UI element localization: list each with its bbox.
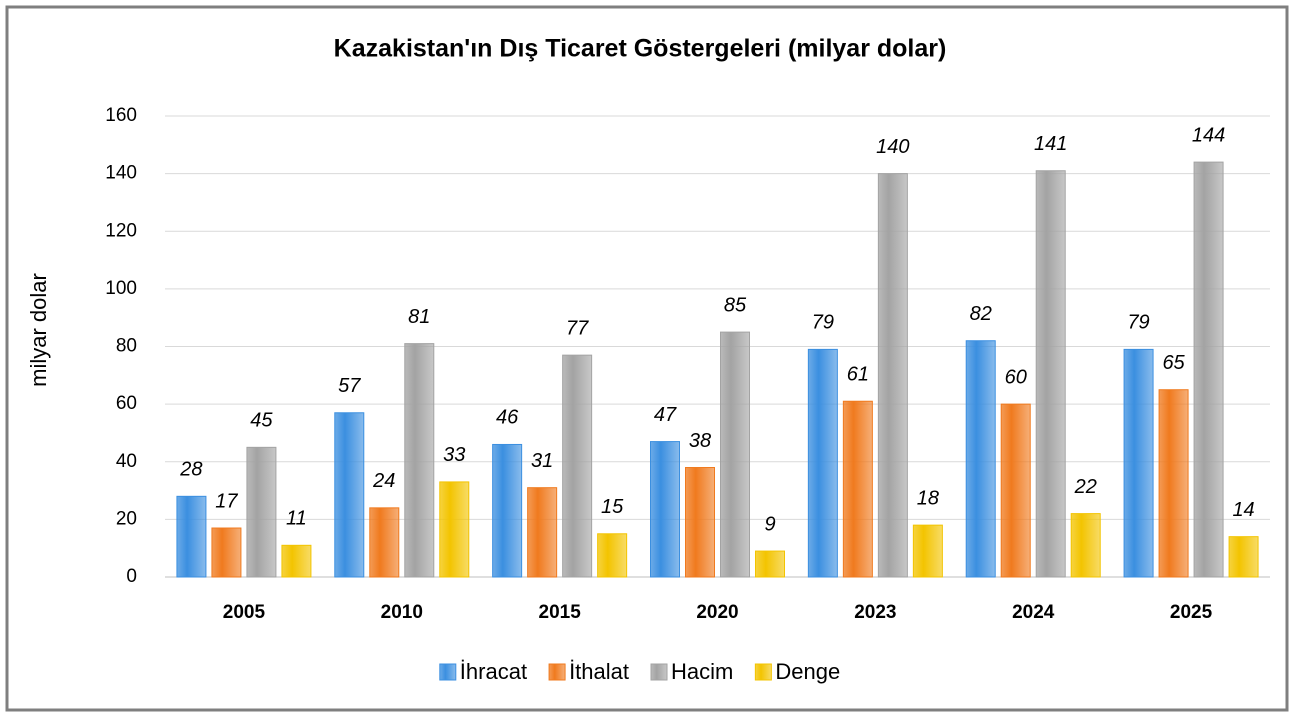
chart-title: Kazakistan'ın Dış Ticaret Göstergeleri (… <box>334 35 947 63</box>
legend-label: İthalat <box>569 659 629 684</box>
bar <box>1070 513 1101 578</box>
x-tick-label: 2005 <box>223 602 266 623</box>
chart-border <box>5 5 1289 712</box>
y-tick-label: 100 <box>105 278 137 299</box>
y-tick-label: 160 <box>105 105 137 126</box>
legend-label: İhracat <box>460 659 527 684</box>
bar <box>1228 536 1259 578</box>
x-tick-label: 2020 <box>696 602 738 623</box>
bar <box>1158 389 1189 578</box>
bar <box>334 412 365 578</box>
data-label: 46 <box>496 407 519 429</box>
data-label: 57 <box>338 375 361 397</box>
y-tick-label: 120 <box>105 220 137 241</box>
legend-swatch <box>650 663 668 681</box>
legend-swatch <box>439 663 457 681</box>
data-label: 18 <box>917 487 939 509</box>
bar <box>1000 403 1031 578</box>
bar <box>755 550 785 578</box>
data-label: 22 <box>1074 476 1097 498</box>
data-label: 82 <box>970 303 992 325</box>
data-label: 31 <box>531 450 553 472</box>
bar <box>1123 348 1154 578</box>
data-label: 141 <box>1034 133 1067 155</box>
data-label: 140 <box>876 136 909 158</box>
bar <box>404 343 435 578</box>
data-label: 14 <box>1232 499 1254 521</box>
data-label: 33 <box>443 444 465 466</box>
data-label: 17 <box>215 490 238 512</box>
bar <box>562 354 593 578</box>
data-label: 61 <box>847 364 869 386</box>
data-label: 77 <box>566 317 589 339</box>
data-label: 65 <box>1162 352 1185 374</box>
bar <box>369 507 400 578</box>
bar <box>912 524 943 578</box>
x-tick-label: 2010 <box>381 602 423 623</box>
bar <box>842 400 873 578</box>
data-label: 81 <box>408 306 430 328</box>
data-label: 24 <box>372 470 395 492</box>
bar <box>597 533 628 578</box>
bar <box>246 446 277 578</box>
bar <box>877 173 908 578</box>
bar <box>650 441 680 578</box>
x-tick-label: 2015 <box>539 602 582 623</box>
bar <box>492 443 523 578</box>
data-label: 38 <box>689 430 711 452</box>
y-tick-label: 40 <box>116 451 137 472</box>
data-label: 15 <box>601 496 624 518</box>
y-tick-label: 20 <box>116 508 137 529</box>
data-label: 85 <box>724 294 747 316</box>
data-label: 47 <box>654 404 677 426</box>
y-tick-label: 60 <box>116 393 137 414</box>
legend-label: Denge <box>775 659 840 684</box>
bar <box>281 544 312 578</box>
legend: İhracat İthalat Hacim Denge <box>439 659 840 684</box>
bar <box>685 467 715 578</box>
data-label: 11 <box>286 508 307 530</box>
y-tick-label: 80 <box>116 336 137 357</box>
y-axis-label: milyar dolar <box>26 273 51 387</box>
bar <box>527 487 558 578</box>
data-label: 144 <box>1192 124 1225 146</box>
bar <box>211 527 242 578</box>
data-label: 45 <box>250 410 273 432</box>
bar <box>439 481 470 578</box>
x-tick-label: 2023 <box>854 602 896 623</box>
legend-label: Hacim <box>671 659 733 684</box>
legend-swatch <box>548 663 566 681</box>
bar <box>720 331 750 578</box>
bar <box>807 348 838 578</box>
bar <box>176 495 207 578</box>
data-label: 79 <box>1127 312 1149 334</box>
bar <box>1035 170 1066 578</box>
y-tick-label: 140 <box>105 163 137 184</box>
bar <box>965 340 996 578</box>
data-label: 79 <box>812 312 834 334</box>
y-tick-label: 0 <box>126 566 137 587</box>
legend-swatch <box>754 663 772 681</box>
data-label: 28 <box>179 459 202 481</box>
bar <box>1193 161 1224 578</box>
x-tick-label: 2025 <box>1170 602 1213 623</box>
data-label: 60 <box>1005 366 1027 388</box>
data-label: 9 <box>764 513 775 535</box>
x-tick-label: 2024 <box>1012 602 1055 623</box>
